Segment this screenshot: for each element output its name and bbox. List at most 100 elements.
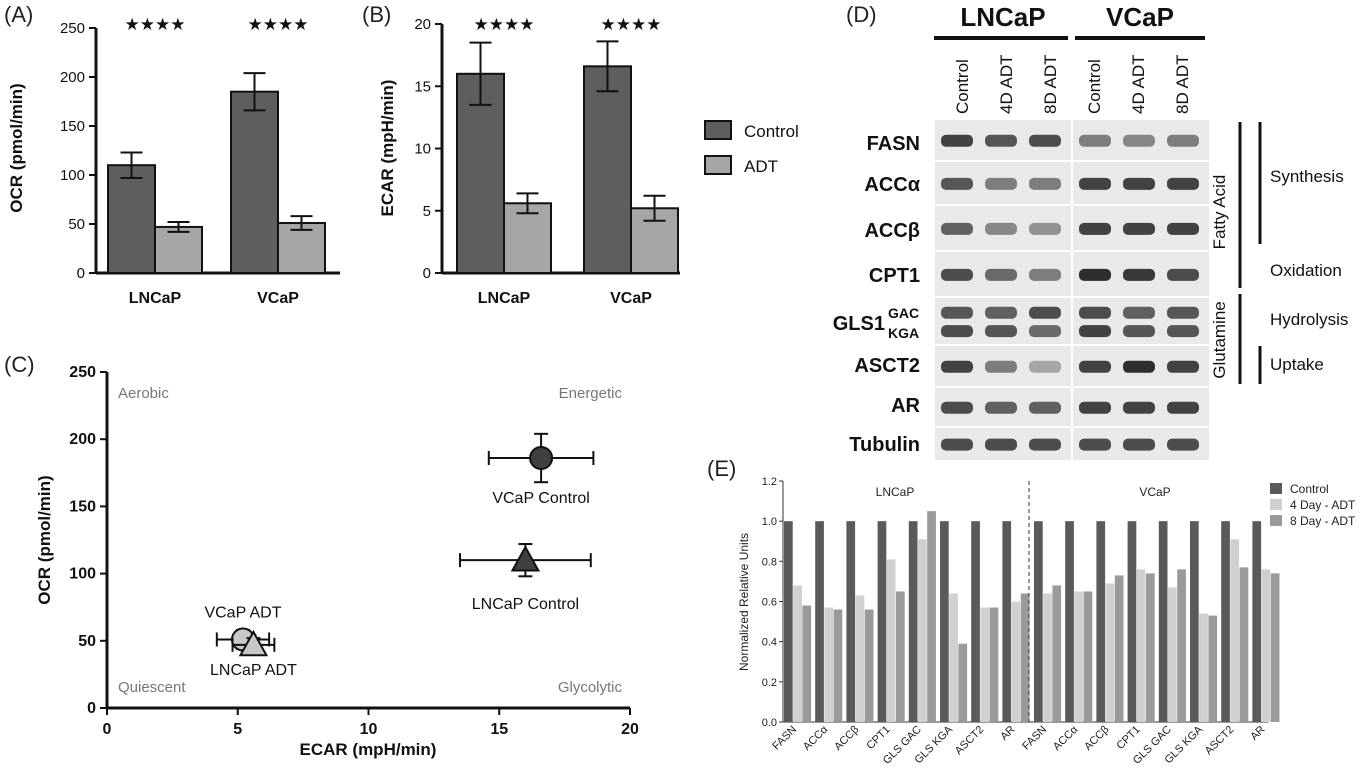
panel-c-point-label: LNCaP Control [472, 596, 579, 613]
panel-c-xtick-label: 10 [360, 721, 378, 738]
panel-e-bar [1105, 583, 1115, 722]
panel-a-ytick-label: 0 [77, 265, 85, 282]
panel-e-bar [1074, 591, 1084, 722]
panel-letter-b: (B) [362, 2, 391, 27]
wb-header-lncap: LNCaP [960, 2, 1045, 32]
wb-band [941, 222, 973, 235]
panel-letter-d: (D) [846, 2, 877, 27]
panel-b-ytick-label: 5 [423, 203, 431, 220]
panel-c-xlabel: ECAR (mpH/min) [300, 740, 437, 759]
wb-protein-ar: AR [891, 395, 920, 417]
panel-letter-a: (A) [4, 2, 33, 27]
panel-e-bar [1190, 521, 1199, 722]
wb-group-fatty-acid: Fatty Acid [1210, 175, 1229, 250]
wb-band [1079, 438, 1111, 451]
panel-e-bar [864, 609, 874, 722]
wb-process-uptake: Uptake [1270, 355, 1324, 374]
wb-process-oxidation: Oxidation [1270, 261, 1342, 280]
wb-band [941, 268, 973, 281]
wb-band [1167, 134, 1199, 147]
panel-e-bar [1252, 521, 1262, 722]
panel-e-bar [927, 511, 936, 722]
panel-e-xtick-label: AR [998, 724, 1017, 743]
wb-lane-4: Control [1085, 59, 1104, 114]
legend-swatch-adt [704, 155, 732, 175]
wb-band [941, 360, 973, 373]
panel-e-bar [784, 521, 793, 722]
panel-e-bar [989, 607, 999, 722]
wb-band [1167, 306, 1199, 319]
panel-e-xtick-label: AR [1248, 724, 1267, 743]
wb-band [1079, 325, 1111, 338]
wb-band [985, 134, 1017, 147]
wb-band [1079, 306, 1111, 319]
panel-e-bar [1270, 573, 1280, 722]
panel-e-bar [833, 609, 843, 722]
wb-protein-tubulin: Tubulin [849, 434, 920, 456]
panel-a-significance: ★★★★ [125, 15, 186, 35]
panel-e-ytick-label: 0.0 [762, 717, 777, 729]
wb-band [1123, 360, 1155, 373]
panel-e-bar [886, 559, 896, 722]
panel-b-ytick-label: 15 [414, 78, 431, 95]
panel-e-bar [1034, 521, 1043, 722]
wb-band [985, 177, 1017, 190]
panel-c-xtick-label: 5 [233, 721, 242, 738]
panel-e-bar [1002, 521, 1012, 722]
wb-group-glutamine: Glutamine [1210, 301, 1229, 378]
wb-band [941, 401, 973, 414]
panel-e-group-vcap: VCaP [1139, 485, 1170, 499]
panel-a-bar [277, 222, 326, 275]
wb-band [1029, 360, 1061, 373]
panel-a-bar [230, 90, 279, 274]
panel-e-xtick-label: ACCα [801, 723, 831, 753]
wb-band [941, 177, 973, 190]
legend-swatch-control [704, 120, 732, 140]
panel-b-ylabel: ECAR (mpH/min) [378, 80, 397, 217]
legend-e-swatch-control [1270, 483, 1282, 494]
panel-e-bar [949, 593, 958, 722]
wb-band [1167, 360, 1199, 373]
wb-band [941, 306, 973, 319]
wb-band [1079, 360, 1111, 373]
panel-e-bar [1158, 521, 1168, 722]
panel-e-xtick-label: ACCβ [832, 724, 861, 753]
legend-label-control: Control [744, 122, 799, 141]
panel-e-bar [802, 605, 812, 722]
wb-protein-accb: ACCβ [864, 220, 920, 242]
panel-e-xtick-label: CPT1 [864, 724, 892, 752]
panel-e-bar [971, 521, 980, 722]
wb-lane-2: 4D ADT [997, 54, 1016, 114]
wb-protein-gls1: GLS1 [833, 313, 885, 335]
wb-band [1029, 438, 1061, 451]
panel-b-significance: ★★★★ [601, 15, 662, 35]
panel-e-xtick-label: ASCT2 [1203, 724, 1237, 758]
legend-e-swatch-4day [1270, 499, 1282, 510]
panel-e-bar [1083, 591, 1093, 722]
quadrant-energetic: Energetic [559, 385, 623, 402]
wb-band [1029, 401, 1061, 414]
wb-protein-acca: ACCα [864, 174, 920, 196]
panel-a-xtick-label: VCaP [257, 290, 299, 307]
wb-band [1167, 222, 1199, 235]
wb-lane-6: 8D ADT [1173, 54, 1192, 114]
wb-band [1123, 325, 1155, 338]
panel-c-ylabel: OCR (pmol/min) [35, 475, 54, 604]
wb-protein-fasn: FASN [867, 133, 920, 155]
panel-a-xtick-label: LNCaP [129, 290, 182, 307]
wb-band [941, 325, 973, 338]
panel-e-bar [980, 607, 990, 722]
panel-e-xtick-label: ASCT2 [953, 724, 987, 758]
panel-a-ylabel: OCR (pmol/min) [7, 83, 26, 212]
panel-e-bar [1177, 569, 1186, 722]
wb-band [1079, 177, 1111, 190]
panel-e-bar [1096, 521, 1106, 722]
wb-band [1029, 325, 1061, 338]
panel-e-bar [958, 643, 968, 722]
legend-e-8day: 8 Day - ADT [1290, 514, 1356, 528]
panel-e-bar [846, 521, 856, 722]
quadrant-aerobic: Aerobic [118, 385, 169, 402]
wb-band [985, 401, 1017, 414]
wb-band [1079, 134, 1111, 147]
